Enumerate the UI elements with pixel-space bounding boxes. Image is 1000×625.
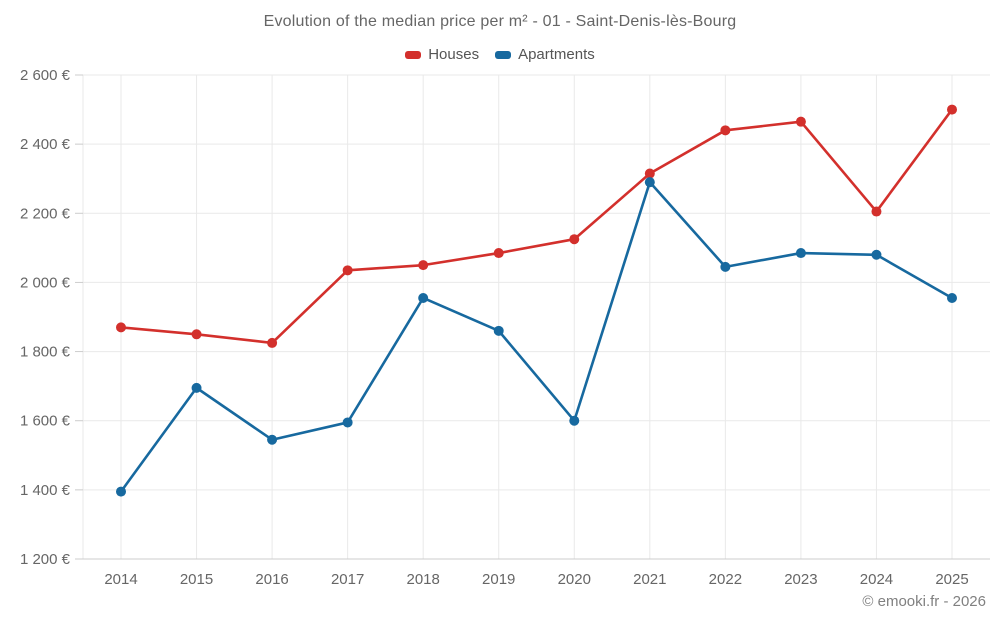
data-point-apartments-2023[interactable]: [795, 248, 806, 259]
data-point-houses-2019[interactable]: [493, 248, 504, 259]
data-point-apartments-2018[interactable]: [418, 292, 429, 303]
series-line-apartments[interactable]: [119, 180, 954, 493]
data-point-houses-2018[interactable]: [418, 260, 429, 271]
data-point-houses-2024[interactable]: [871, 206, 882, 217]
data-point-houses-2016[interactable]: [267, 337, 278, 348]
chart-title: Evolution of the median price per m² - 0…: [263, 13, 737, 30]
data-point-houses-2025[interactable]: [947, 104, 957, 115]
data-point-apartments-2024[interactable]: [871, 249, 882, 260]
data-point-apartments-2025[interactable]: [947, 292, 957, 303]
copyright-credit: © emooki.fr - 2026: [862, 593, 986, 610]
data-point-apartments-2020[interactable]: [569, 415, 580, 426]
data-point-apartments-2017[interactable]: [342, 417, 353, 428]
x-axis-label: 2025: [935, 571, 968, 588]
y-axis-label: 2 000 €: [20, 274, 71, 291]
data-point-apartments-2015[interactable]: [191, 382, 202, 393]
data-point-houses-2017[interactable]: [342, 265, 353, 276]
data-point-houses-2023[interactable]: [795, 116, 806, 127]
legend-label-apartments: Apartments: [518, 46, 595, 63]
y-axis-label: 2 200 €: [20, 205, 71, 222]
chart-legend: Houses Apartments: [0, 46, 1000, 63]
y-axis-label: 2 600 €: [20, 67, 71, 84]
data-point-houses-2022[interactable]: [720, 125, 731, 136]
x-axis-label: 2019: [482, 571, 515, 588]
y-axis-label: 1 400 €: [20, 482, 71, 499]
x-axis-label: 2017: [331, 571, 364, 588]
y-axis-label: 1 600 €: [20, 413, 71, 430]
y-axis-label: 1 800 €: [20, 344, 71, 361]
data-point-apartments-2014[interactable]: [116, 486, 126, 497]
x-axis-label: 2021: [633, 571, 666, 588]
x-axis-label: 2022: [709, 571, 742, 588]
houses-legend-swatch-icon: [405, 50, 422, 59]
x-axis-label: 2016: [255, 571, 288, 588]
data-point-apartments-2022[interactable]: [720, 261, 731, 272]
data-point-houses-2020[interactable]: [569, 234, 580, 245]
legend-item-apartments[interactable]: Apartments: [495, 46, 595, 63]
legend-label-houses: Houses: [428, 46, 480, 63]
x-axis-label: 2014: [104, 571, 137, 588]
data-point-apartments-2019[interactable]: [493, 325, 504, 336]
data-point-houses-2021[interactable]: [644, 168, 655, 179]
y-axis-label: 1 200 €: [20, 551, 71, 568]
legend-item-houses[interactable]: Houses: [405, 46, 479, 63]
x-axis-label: 2023: [784, 571, 817, 588]
x-axis-label: 2024: [860, 571, 893, 588]
x-axis-label: 2020: [558, 571, 591, 588]
series-line-houses[interactable]: [119, 108, 954, 345]
data-point-apartments-2021[interactable]: [644, 177, 655, 188]
data-point-apartments-2016[interactable]: [267, 434, 278, 445]
apartments-legend-swatch-icon: [495, 50, 512, 59]
data-point-houses-2014[interactable]: [116, 322, 126, 333]
x-axis-label: 2015: [180, 571, 213, 588]
data-point-houses-2015[interactable]: [191, 329, 202, 340]
y-axis-label: 2 400 €: [20, 136, 71, 153]
x-axis-label: 2018: [406, 571, 439, 588]
